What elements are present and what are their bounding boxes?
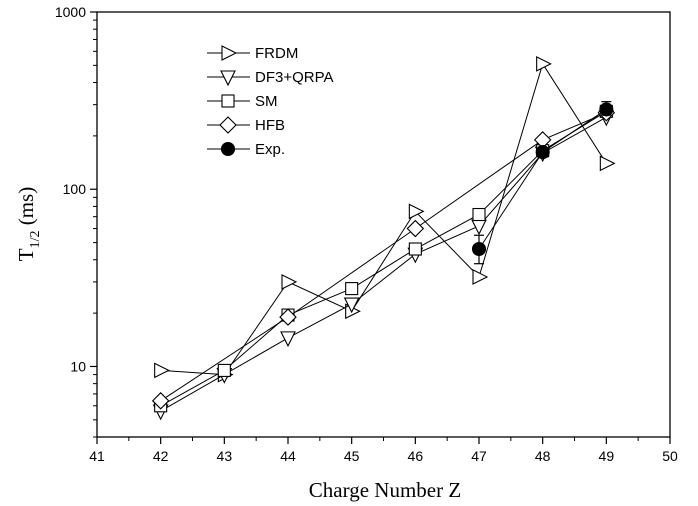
x-tick-label: 45 — [344, 448, 360, 464]
data-point — [599, 102, 614, 117]
data-point — [471, 241, 487, 257]
legend-label: SM — [255, 93, 278, 110]
x-tick-label: 42 — [153, 448, 169, 464]
data-point — [154, 362, 170, 379]
x-tick-label: 43 — [217, 448, 233, 464]
y-axis-title-main: T — [14, 248, 38, 261]
legend-label: HFB — [255, 117, 285, 134]
y-tick-label: 100 — [63, 181, 87, 197]
data-point — [408, 242, 422, 256]
x-tick-label: 48 — [535, 448, 551, 464]
data-point — [599, 155, 616, 172]
series-layer — [151, 55, 616, 421]
data-point — [472, 207, 486, 222]
data-point — [471, 219, 487, 236]
series-exp- — [471, 101, 614, 265]
legend-label: FRDM — [255, 45, 298, 62]
data-point — [280, 331, 296, 348]
x-tick-label: 49 — [599, 448, 615, 464]
y-axis-title: T1/2 (ms) — [14, 187, 43, 261]
legend-item: Exp. — [207, 141, 285, 158]
x-tick-label: 44 — [280, 448, 296, 464]
x-tick-label: 50 — [662, 448, 678, 464]
series-line — [478, 108, 607, 250]
y-axis-title-subscript: 1/2 — [28, 231, 43, 249]
series-hfb — [151, 104, 616, 410]
x-axis-title: Charge Number Z — [309, 478, 461, 502]
legend-label: Exp. — [255, 141, 285, 158]
x-tick-label: 47 — [471, 448, 487, 464]
legend-marker — [221, 94, 235, 108]
plot-border — [96, 11, 671, 438]
legend-item: FRDM — [207, 45, 298, 62]
y-tick-label: 10 — [70, 358, 86, 374]
data-point — [408, 203, 425, 220]
data-point — [279, 308, 297, 326]
data-point — [151, 392, 170, 410]
series-line — [160, 62, 607, 376]
legend-item: DF3+QRPA — [207, 69, 334, 87]
data-point — [472, 269, 489, 285]
series-line — [160, 116, 607, 412]
data-point — [406, 219, 425, 238]
data-point — [535, 145, 550, 160]
series-line — [160, 110, 607, 407]
legend-marker — [220, 141, 236, 157]
legend-marker — [221, 45, 238, 61]
legend-marker — [220, 70, 236, 87]
y-axis-title-unit: (ms) — [14, 187, 38, 231]
legend-item: SM — [207, 93, 278, 110]
data-point — [536, 55, 552, 72]
data-point — [345, 282, 359, 296]
legend: FRDM DF3+QRPA SM HFB Exp. — [207, 45, 334, 158]
data-point — [343, 297, 360, 314]
x-tick-label: 46 — [408, 448, 424, 464]
x-tick-label: 41 — [89, 448, 105, 464]
plot-frame — [96, 11, 671, 438]
legend-marker — [219, 116, 237, 134]
data-point — [281, 274, 298, 290]
data-point — [217, 363, 231, 377]
legend-label: DF3+QRPA — [255, 69, 334, 86]
x-axis: 41 42 43 44 45 46 47 48 49 50 — [89, 437, 678, 464]
y-axis: 10 100 1000 — [55, 4, 97, 438]
legend-item: HFB — [207, 116, 285, 134]
y-tick-label: 1000 — [55, 4, 86, 20]
